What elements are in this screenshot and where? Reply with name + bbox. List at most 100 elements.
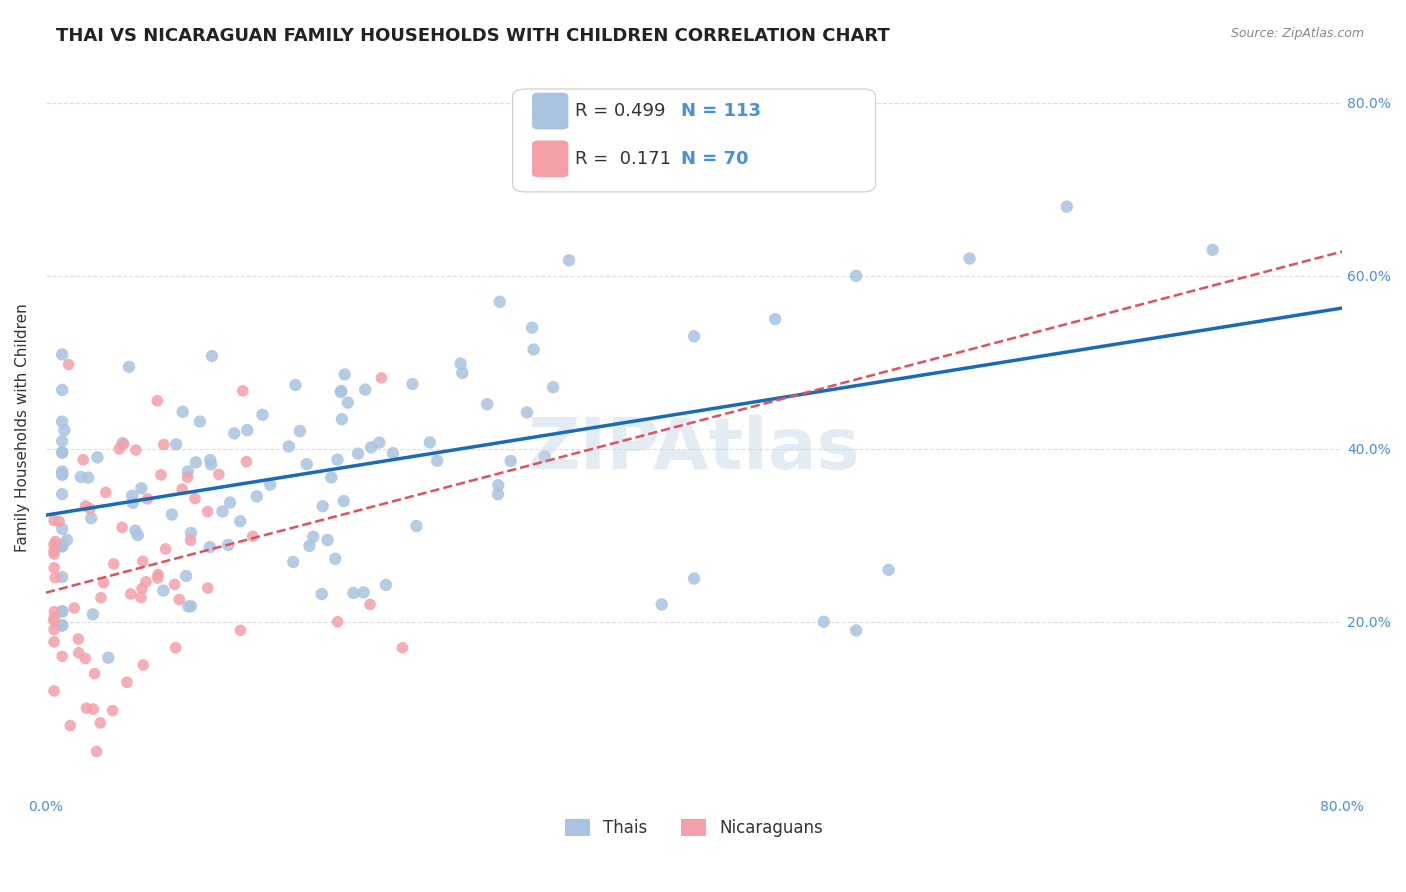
Point [201,349,224,363]
Point [200,453,222,467]
Point [845,624,868,638]
Text: N = 70: N = 70 [681,150,748,168]
Point [51,649,73,664]
Point [179,533,201,548]
Text: R =  0.171: R = 0.171 [575,150,671,168]
Point [51,383,73,397]
Point [329,384,352,399]
Point [42,623,65,637]
Point [246,489,269,503]
Text: THAI VS NICARAGUAN FAMILY HOUSEHOLDS WITH CHILDREN CORRELATION CHART: THAI VS NICARAGUAN FAMILY HOUSEHOLDS WIT… [56,27,890,45]
Point [124,524,146,538]
Text: N = 113: N = 113 [681,102,761,120]
Point [277,440,299,454]
Point [51,538,73,552]
Point [1056,200,1078,214]
Point [520,320,543,334]
Point [56,533,79,547]
FancyBboxPatch shape [513,89,876,192]
Point [42,513,65,527]
Point [326,452,349,467]
Point [333,494,356,508]
Point [44,571,66,585]
Point [120,587,142,601]
Point [79,501,101,516]
Point [477,397,499,411]
Point [336,395,359,409]
Point [516,405,538,419]
Point [42,538,65,552]
Point [42,547,65,561]
Point [541,380,564,394]
Point [51,539,73,553]
Point [115,675,138,690]
Point [51,604,73,618]
Point [224,426,246,441]
Point [180,525,202,540]
Point [51,467,73,482]
Point [131,582,153,596]
Point [651,598,673,612]
Point [405,519,427,533]
Point [311,500,333,514]
FancyBboxPatch shape [531,93,568,129]
Point [198,540,221,554]
Point [82,607,104,622]
Point [252,408,274,422]
Point [326,615,349,629]
Point [86,744,108,758]
Point [51,605,73,619]
Point [813,615,835,629]
Point [426,454,449,468]
Text: ZIPAtlas: ZIPAtlas [527,415,860,483]
Point [683,329,706,343]
Point [72,452,94,467]
Point [129,591,152,605]
Point [67,646,90,660]
Point [51,522,73,536]
Point [75,499,97,513]
Point [42,561,65,575]
Legend: Thais, Nicaraguans: Thais, Nicaraguans [557,810,831,846]
Point [342,586,364,600]
Point [450,357,472,371]
Point [177,465,200,479]
Point [451,366,474,380]
Point [486,487,509,501]
Point [353,585,375,599]
Point [51,618,73,632]
FancyBboxPatch shape [531,140,568,178]
Point [155,541,177,556]
Point [67,632,90,646]
Point [152,583,174,598]
Point [90,591,112,605]
Point [42,611,65,625]
Point [523,343,546,357]
Point [118,359,141,374]
Point [295,457,318,471]
Point [51,434,73,449]
Point [53,423,76,437]
Point [51,570,73,584]
Point [93,575,115,590]
Point [121,496,143,510]
Point [200,458,222,472]
Point [558,253,581,268]
Point [1201,243,1223,257]
Point [44,534,66,549]
Point [174,569,197,583]
Point [152,437,174,451]
Point [242,529,264,543]
Point [42,543,65,558]
Point [197,581,219,595]
Point [499,454,522,468]
Point [330,412,353,426]
Point [51,347,73,361]
Point [135,574,157,589]
Point [127,528,149,542]
Point [111,520,134,534]
Point [360,440,382,454]
Point [330,384,353,398]
Point [316,533,339,547]
Point [177,599,200,614]
